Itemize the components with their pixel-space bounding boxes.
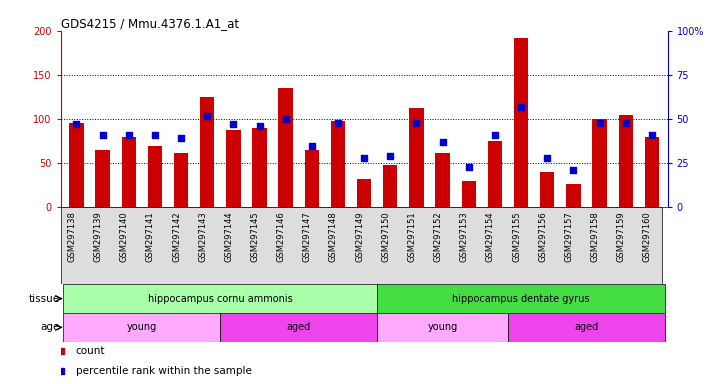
- Text: GSM297155: GSM297155: [512, 211, 521, 262]
- Point: [201, 113, 213, 119]
- Text: young: young: [126, 322, 157, 333]
- Text: GSM297160: GSM297160: [643, 211, 652, 262]
- Bar: [508, 313, 665, 342]
- Bar: [514, 38, 528, 207]
- Bar: [278, 88, 293, 207]
- Text: tissue: tissue: [29, 293, 60, 304]
- Point: [332, 119, 343, 126]
- Point: [280, 116, 291, 122]
- Text: GSM297138: GSM297138: [67, 211, 76, 262]
- Text: GSM297147: GSM297147: [303, 211, 312, 262]
- Bar: [148, 146, 162, 207]
- Text: GSM297152: GSM297152: [433, 211, 443, 262]
- Bar: [64, 313, 220, 342]
- Point: [568, 167, 579, 173]
- Text: GSM297144: GSM297144: [224, 211, 233, 262]
- Point: [594, 119, 605, 126]
- Text: GSM297159: GSM297159: [617, 211, 625, 262]
- Bar: [331, 121, 345, 207]
- Bar: [220, 313, 377, 342]
- Text: GSM297150: GSM297150: [381, 211, 391, 262]
- Point: [176, 136, 187, 142]
- Text: GSM297146: GSM297146: [276, 211, 286, 262]
- Point: [228, 121, 239, 127]
- Text: hippocampus dentate gyrus: hippocampus dentate gyrus: [453, 293, 590, 304]
- Text: age: age: [41, 322, 60, 333]
- Bar: [305, 150, 319, 207]
- Bar: [252, 128, 267, 207]
- Text: GSM297153: GSM297153: [460, 211, 469, 262]
- Bar: [566, 184, 580, 207]
- Bar: [357, 179, 371, 207]
- Point: [437, 139, 448, 145]
- Point: [253, 123, 265, 129]
- Point: [149, 132, 161, 138]
- Text: GSM297157: GSM297157: [564, 211, 573, 262]
- Point: [463, 164, 475, 170]
- Bar: [436, 152, 450, 207]
- Bar: [121, 137, 136, 207]
- Point: [97, 132, 109, 138]
- Bar: [96, 150, 110, 207]
- Bar: [174, 152, 188, 207]
- Text: aged: aged: [574, 322, 598, 333]
- Bar: [488, 141, 502, 207]
- Text: percentile rank within the sample: percentile rank within the sample: [76, 366, 252, 376]
- Bar: [64, 284, 377, 313]
- Point: [306, 142, 318, 149]
- Bar: [383, 165, 398, 207]
- Text: young: young: [428, 322, 458, 333]
- Text: hippocampus cornu ammonis: hippocampus cornu ammonis: [148, 293, 293, 304]
- Text: GSM297148: GSM297148: [329, 211, 338, 262]
- Bar: [540, 172, 555, 207]
- Text: GSM297140: GSM297140: [120, 211, 129, 262]
- Text: GSM297154: GSM297154: [486, 211, 495, 262]
- Text: GSM297141: GSM297141: [146, 211, 155, 262]
- Point: [385, 153, 396, 159]
- Point: [646, 132, 658, 138]
- Point: [516, 104, 527, 110]
- Point: [71, 121, 82, 127]
- Text: GSM297139: GSM297139: [94, 211, 103, 262]
- Text: GSM297158: GSM297158: [590, 211, 600, 262]
- Bar: [409, 108, 423, 207]
- Bar: [226, 130, 241, 207]
- Bar: [377, 284, 665, 313]
- Text: GSM297143: GSM297143: [198, 211, 207, 262]
- Point: [123, 132, 134, 138]
- Text: count: count: [76, 346, 106, 356]
- Point: [358, 155, 370, 161]
- Bar: [377, 313, 508, 342]
- Point: [489, 132, 501, 138]
- Bar: [593, 119, 607, 207]
- Bar: [69, 123, 84, 207]
- Text: GSM297149: GSM297149: [355, 211, 364, 262]
- Text: GSM297145: GSM297145: [251, 211, 259, 262]
- Bar: [618, 114, 633, 207]
- Text: GSM297142: GSM297142: [172, 211, 181, 262]
- Bar: [461, 181, 476, 207]
- Point: [411, 119, 422, 126]
- Bar: [200, 97, 214, 207]
- Text: GDS4215 / Mmu.4376.1.A1_at: GDS4215 / Mmu.4376.1.A1_at: [61, 17, 238, 30]
- Text: GSM297151: GSM297151: [408, 211, 416, 262]
- Point: [541, 155, 553, 161]
- Point: [620, 119, 631, 126]
- Text: aged: aged: [286, 322, 311, 333]
- Bar: [645, 137, 659, 207]
- Text: GSM297156: GSM297156: [538, 211, 547, 262]
